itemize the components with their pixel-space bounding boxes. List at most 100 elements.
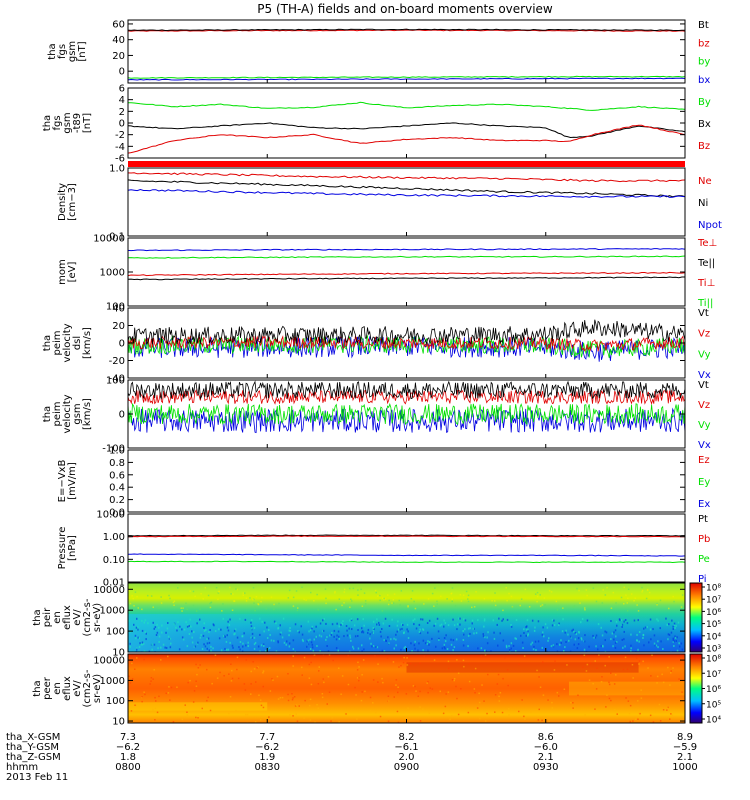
- speckle: [388, 625, 391, 627]
- speckle: [129, 602, 132, 605]
- speckle: [279, 697, 282, 699]
- speckle: [135, 626, 138, 629]
- speckle: [185, 621, 187, 624]
- speckle: [452, 649, 454, 652]
- speckle: [560, 639, 562, 642]
- speckle: [371, 645, 373, 648]
- speckle: [527, 633, 529, 636]
- speckle: [496, 623, 498, 626]
- speckle: [131, 662, 133, 665]
- speckle: [636, 604, 638, 606]
- speckle: [634, 597, 636, 599]
- speckle: [197, 667, 200, 669]
- speckle: [313, 654, 316, 656]
- speckle: [375, 711, 377, 714]
- speckle: [414, 618, 416, 621]
- speckle: [642, 633, 645, 636]
- speckle: [313, 638, 315, 641]
- speckle: [209, 709, 212, 712]
- speckle: [614, 646, 617, 649]
- speckle: [136, 595, 138, 598]
- speckle: [494, 694, 497, 696]
- speckle: [361, 630, 364, 633]
- speckle: [255, 596, 258, 598]
- speckle: [236, 668, 238, 671]
- series-line-red: [127, 389, 686, 405]
- speckle: [652, 628, 654, 631]
- speckle: [569, 650, 572, 652]
- speckle: [643, 644, 645, 647]
- panel-8: 10 100 1000 10000 tha peir en eflux eV/(cm2-s-sr…: [32, 582, 721, 659]
- speckle: [681, 691, 683, 693]
- speckle: [542, 661, 544, 663]
- speckle: [211, 682, 213, 685]
- speckle: [253, 602, 255, 604]
- speckle: [250, 636, 252, 639]
- speckle: [633, 600, 635, 602]
- speckle: [672, 667, 674, 669]
- speckle: [443, 619, 445, 622]
- series-line-red: [127, 172, 686, 183]
- speckle: [499, 632, 501, 635]
- speckle: [309, 719, 312, 721]
- speckle: [312, 649, 315, 652]
- speckle: [246, 713, 249, 716]
- speckle: [318, 666, 320, 668]
- speckle: [307, 620, 310, 623]
- speckle: [144, 693, 146, 696]
- ytick-label: 40: [112, 304, 125, 315]
- speckle: [464, 628, 466, 631]
- speckle: [585, 670, 588, 672]
- speckle: [260, 644, 263, 647]
- speckle: [222, 635, 225, 637]
- speckle: [670, 670, 672, 672]
- ytick-label: 100: [106, 376, 125, 387]
- speckle: [467, 594, 470, 597]
- speckle: [433, 605, 435, 607]
- speckle: [544, 604, 546, 606]
- speckle: [150, 677, 153, 679]
- ylabel-line: [nT]: [82, 113, 93, 133]
- speckle: [316, 645, 318, 647]
- speckle: [451, 600, 453, 603]
- speckle: [403, 656, 405, 659]
- speckle: [201, 648, 204, 650]
- legend-entry: Pe: [698, 554, 710, 565]
- speckle: [444, 647, 446, 650]
- series-line-green: [127, 255, 686, 259]
- speckle: [573, 630, 575, 633]
- speckle: [395, 644, 397, 647]
- speckle: [438, 639, 440, 641]
- speckle: [152, 621, 154, 624]
- speckle: [502, 639, 505, 642]
- speckle: [506, 709, 508, 712]
- speckle: [656, 618, 658, 621]
- speckle: [575, 633, 578, 636]
- speckle: [236, 636, 239, 639]
- speckle: [161, 631, 163, 634]
- speckle: [189, 679, 191, 682]
- speckle: [210, 645, 212, 648]
- speckle: [407, 630, 409, 633]
- speckle: [131, 678, 134, 680]
- speckle: [444, 640, 447, 643]
- speckle: [323, 618, 325, 621]
- speckle: [624, 619, 627, 621]
- speckle: [473, 627, 475, 630]
- speckle: [203, 629, 206, 632]
- speckle: [137, 628, 139, 631]
- speckle: [343, 588, 346, 591]
- speckle: [288, 645, 291, 648]
- speckle: [251, 632, 254, 635]
- date-label: 2013 Feb 11: [6, 772, 68, 783]
- speckle: [486, 636, 488, 639]
- speckle: [188, 624, 190, 627]
- speckle: [453, 679, 455, 682]
- speckle: [387, 594, 389, 596]
- speckle: [343, 591, 346, 593]
- speckle: [621, 623, 624, 626]
- speckle: [446, 598, 448, 600]
- speckle: [350, 618, 353, 621]
- ytick-label: 10000: [93, 234, 125, 245]
- ylabel-line: gsm: [72, 403, 83, 424]
